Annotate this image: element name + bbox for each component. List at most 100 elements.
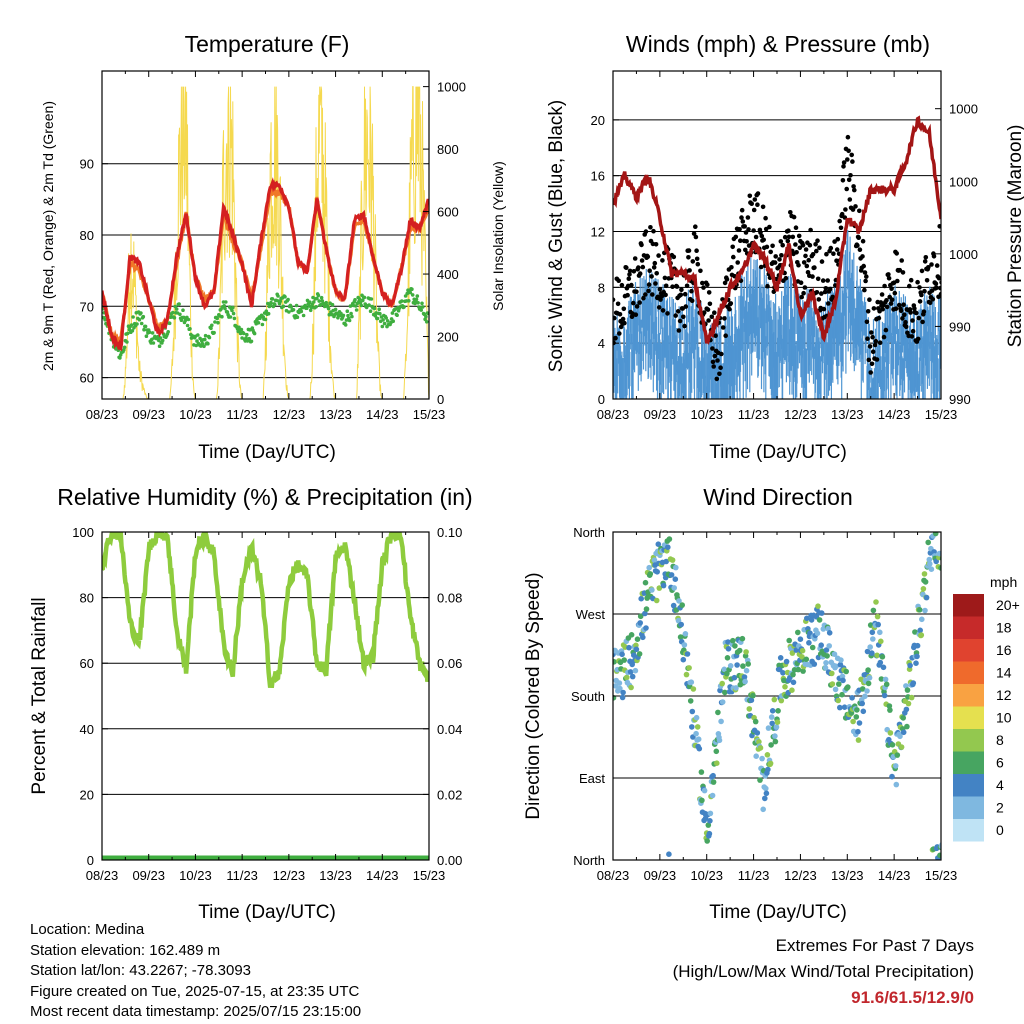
gust-point bbox=[670, 284, 675, 290]
gust-point bbox=[813, 242, 818, 247]
direction-point bbox=[629, 673, 636, 680]
direction-point bbox=[833, 663, 839, 670]
gust-point bbox=[745, 215, 751, 220]
gust-point bbox=[739, 215, 744, 220]
x-tick-label: 12/23 bbox=[784, 407, 817, 422]
dewpoint-point bbox=[215, 316, 219, 321]
gust-point bbox=[706, 290, 712, 295]
dewpoint-point bbox=[245, 332, 249, 337]
direction-point bbox=[887, 707, 893, 713]
direction-point bbox=[699, 797, 705, 804]
gust-point bbox=[796, 233, 802, 239]
gust-point bbox=[929, 288, 935, 293]
gust-point bbox=[616, 278, 621, 284]
direction-point bbox=[818, 610, 825, 616]
direction-point bbox=[613, 659, 617, 665]
gust-point bbox=[786, 228, 791, 233]
direction-point bbox=[889, 742, 896, 748]
dewpoint-point bbox=[420, 301, 424, 306]
direction-series-group bbox=[613, 532, 941, 860]
gust-point bbox=[746, 227, 751, 232]
dewpoint-point bbox=[270, 297, 275, 301]
gust-point bbox=[683, 304, 689, 309]
dewpoint-point bbox=[273, 302, 277, 307]
gust-point bbox=[930, 297, 936, 302]
direction-point bbox=[757, 745, 764, 751]
direction-point bbox=[629, 661, 635, 668]
direction-point bbox=[734, 662, 740, 668]
gust-point bbox=[751, 207, 757, 213]
direction-point bbox=[698, 769, 705, 775]
direction-point bbox=[764, 752, 771, 758]
gust-point bbox=[720, 325, 726, 330]
dewpoint-point bbox=[308, 308, 313, 313]
direction-point bbox=[789, 650, 796, 656]
dewpoint-point bbox=[186, 317, 191, 322]
dewpoint-point bbox=[177, 302, 181, 306]
extremes-box: Extremes For Past 7 Days (High/Low/Max W… bbox=[673, 933, 974, 1011]
direction-point bbox=[732, 643, 738, 649]
gust-point bbox=[767, 224, 772, 230]
extremes-subtitle: (High/Low/Max Wind/Total Precipitation) bbox=[672, 962, 974, 981]
direction-point bbox=[913, 660, 919, 666]
gust-point bbox=[910, 328, 916, 334]
direction-point bbox=[719, 680, 725, 687]
gust-point bbox=[619, 282, 625, 288]
gust-point bbox=[914, 310, 919, 316]
dewpoint-point bbox=[228, 315, 233, 319]
dewpoint-point bbox=[305, 306, 309, 311]
dewpoint-point bbox=[213, 320, 217, 324]
dewpoint-point bbox=[264, 309, 269, 314]
direction-point bbox=[855, 737, 862, 743]
gust-point bbox=[804, 263, 810, 269]
gust-point bbox=[636, 265, 641, 270]
station-latlon: Station lat/lon: 43.2267; -78.3093 bbox=[30, 962, 252, 979]
dewpoint-point bbox=[222, 304, 226, 308]
direction-point bbox=[782, 684, 788, 690]
gust-point bbox=[929, 262, 934, 267]
gust-point bbox=[793, 242, 798, 247]
x-tick-label: 14/23 bbox=[878, 868, 911, 883]
direction-point bbox=[713, 748, 720, 755]
gust-point bbox=[631, 300, 636, 306]
gust-point bbox=[632, 256, 638, 261]
x-tick-label: 14/23 bbox=[366, 407, 399, 422]
direction-point bbox=[879, 654, 886, 660]
gust-point bbox=[718, 365, 723, 371]
dewpoint-point bbox=[380, 324, 385, 329]
direction-point bbox=[824, 653, 830, 659]
gust-point bbox=[864, 274, 869, 279]
gust-point bbox=[884, 298, 889, 303]
gust-point bbox=[615, 301, 621, 307]
dewpoint-point bbox=[381, 318, 385, 322]
dewpoint-point bbox=[241, 331, 246, 336]
direction-point bbox=[862, 693, 868, 700]
dewpoint-point bbox=[395, 313, 399, 318]
gust-point bbox=[648, 225, 653, 230]
winds-series-group bbox=[613, 115, 941, 399]
gust-point bbox=[744, 239, 749, 244]
direction-point bbox=[750, 692, 756, 699]
gust-point bbox=[839, 211, 845, 217]
direction-point bbox=[814, 630, 821, 637]
gust-point bbox=[865, 309, 871, 314]
dewpoint-point bbox=[174, 307, 179, 311]
gust-point bbox=[786, 234, 792, 240]
humidity-x-label: Time (Day/UTC) bbox=[198, 902, 336, 923]
dewpoint-point bbox=[319, 295, 324, 300]
temperature-x-label: Time (Day/UTC) bbox=[198, 442, 336, 463]
colorbar-swatch bbox=[953, 751, 984, 774]
gust-point bbox=[712, 310, 717, 316]
gust-point bbox=[823, 286, 829, 291]
direction-point bbox=[619, 694, 626, 701]
direction-point bbox=[748, 697, 755, 703]
gust-point bbox=[649, 274, 654, 279]
humidity-plot-area: 08/23 09/23 10/23 11/23 12/23 13/23 14/23 15/23… bbox=[72, 525, 462, 883]
direction-point bbox=[838, 657, 844, 663]
gust-point bbox=[873, 338, 879, 344]
y-tick-label: South bbox=[571, 689, 605, 704]
direction-point bbox=[845, 684, 851, 690]
gust-point bbox=[752, 197, 758, 202]
gust-point bbox=[777, 257, 782, 262]
direction-point bbox=[850, 718, 856, 725]
